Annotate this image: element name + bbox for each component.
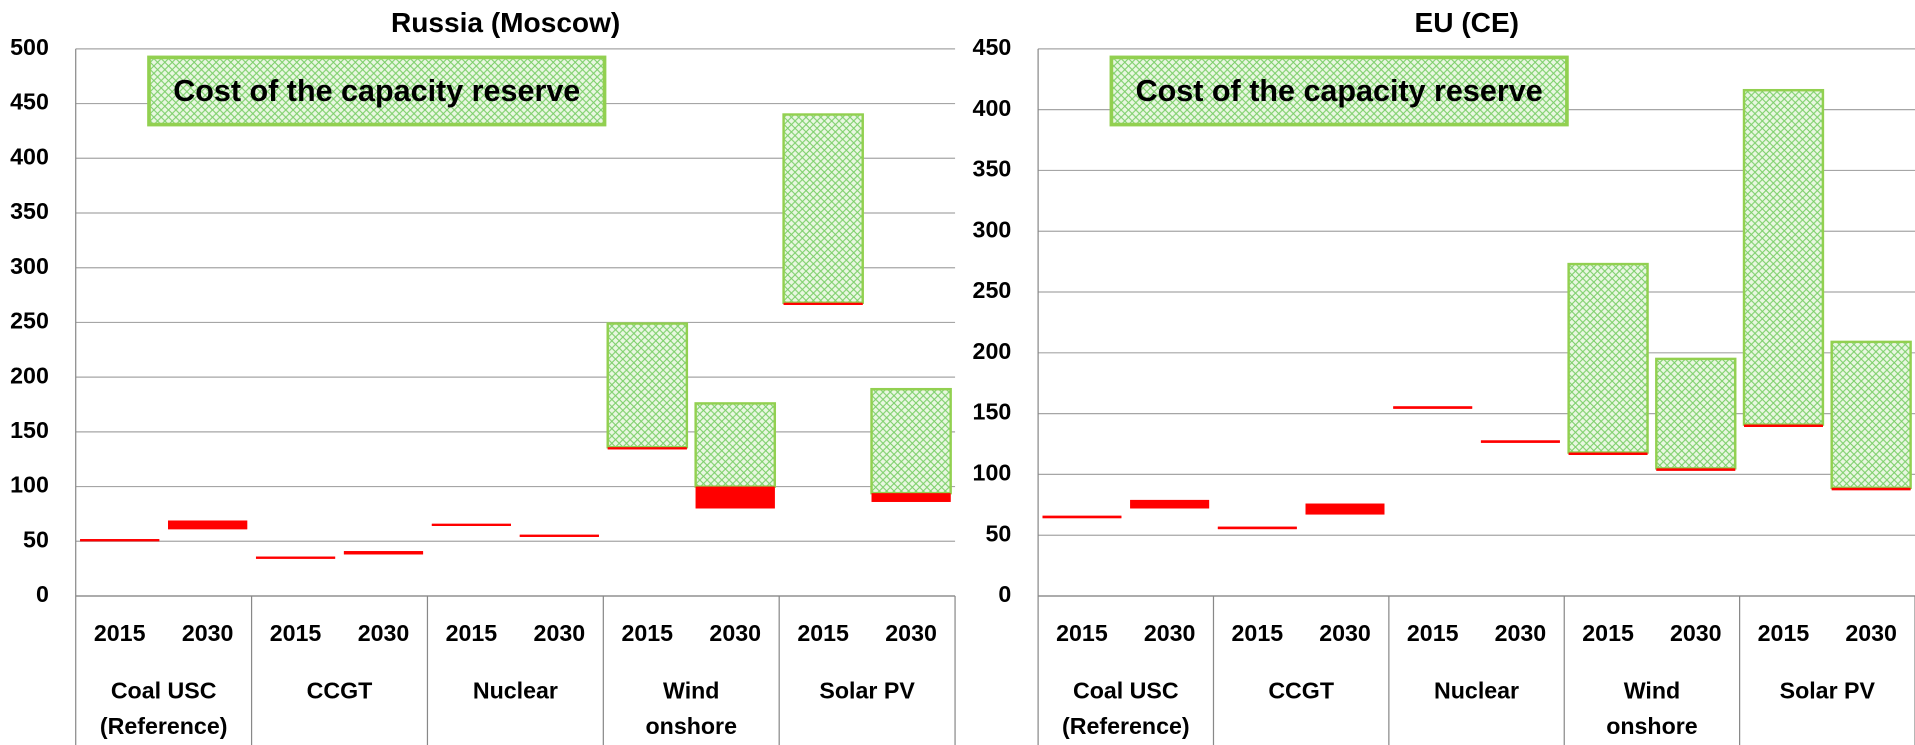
y-tick-label: 100 (973, 460, 1012, 486)
group-label: Nuclear (473, 678, 558, 704)
cost-bar-edge (519, 534, 599, 537)
y-tick-label: 250 (973, 277, 1012, 303)
annotation-box (1109, 55, 1569, 127)
group-label: Coal USC (111, 678, 217, 704)
cost-bar-edge (1480, 440, 1560, 443)
reserve-bar (870, 387, 952, 495)
y-tick-label: 0 (36, 581, 49, 607)
y-tick-label: 250 (10, 308, 49, 334)
cost-bar-edge (168, 520, 248, 530)
x-tick-label: 2030 (885, 620, 937, 646)
y-tick-label: 350 (10, 198, 49, 224)
y-tick-label: 400 (973, 95, 1012, 121)
y-tick-label: 150 (10, 417, 49, 443)
x-tick-label: 2030 (1845, 620, 1897, 646)
reserve-bar (1567, 262, 1649, 454)
annotation-box (147, 55, 607, 127)
chart-title: Russia (Moscow) (391, 7, 620, 38)
x-tick-label: 2030 (534, 620, 586, 646)
cost-bar-edge (1568, 452, 1648, 455)
cost-bar-edge (1130, 499, 1210, 509)
cost-bar-edge (1042, 515, 1122, 519)
cost-bar-edge (695, 486, 775, 509)
reserve-bar (1742, 88, 1825, 426)
group-label: Wind (663, 678, 719, 704)
x-tick-label: 2015 (621, 620, 673, 646)
y-tick-label: 450 (10, 89, 49, 115)
y-tick-label: 400 (10, 143, 49, 169)
y-tick-label: 50 (985, 520, 1011, 546)
group-label: CCGT (307, 678, 373, 704)
x-tick-label: 2030 (1495, 620, 1547, 646)
cost-bar-edge (431, 523, 511, 526)
group-label: Wind (1624, 678, 1680, 704)
cost-bar-edge (1831, 487, 1911, 491)
x-tick-label: 2030 (1670, 620, 1722, 646)
y-tick-label: 350 (973, 156, 1012, 182)
group-label: CCGT (1268, 678, 1334, 704)
cost-bar-edge (871, 493, 951, 502)
cost-bar-edge (1217, 526, 1297, 530)
x-tick-label: 2015 (1758, 620, 1810, 646)
group-label: Nuclear (1434, 678, 1519, 704)
group-label: onshore (1606, 713, 1698, 739)
y-tick-label: 300 (10, 253, 49, 279)
group-label: Solar PV (1780, 678, 1876, 704)
y-tick-label: 200 (10, 362, 49, 388)
reserve-bar (1830, 340, 1912, 490)
group-label: Solar PV (819, 678, 915, 704)
cost-bar-edge (343, 551, 424, 555)
cost-bar-edge (1305, 503, 1385, 515)
y-tick-label: 50 (23, 526, 49, 552)
reserve-bar (1655, 357, 1737, 470)
y-tick-label: 100 (10, 472, 49, 498)
x-tick-label: 2015 (1407, 620, 1459, 646)
group-label: onshore (646, 713, 738, 739)
group-label: Coal USC (1073, 678, 1179, 704)
cost-bar-edge (1744, 424, 1823, 427)
cost-bar-edge (80, 539, 160, 542)
reserve-bar (606, 322, 689, 449)
group-label: (Reference) (100, 713, 228, 739)
x-tick-label: 2030 (182, 620, 234, 646)
y-tick-label: 150 (973, 399, 1012, 425)
x-tick-label: 2030 (1144, 620, 1196, 646)
x-tick-label: 2015 (1232, 620, 1284, 646)
x-tick-label: 2015 (270, 620, 322, 646)
y-tick-label: 0 (998, 581, 1011, 607)
y-tick-label: 200 (973, 338, 1012, 364)
annotation: Cost of the capacity reserve (173, 74, 580, 108)
x-tick-label: 2015 (94, 620, 146, 646)
y-tick-label: 450 (973, 34, 1012, 60)
reserve-bar (782, 113, 864, 304)
x-tick-label: 2015 (797, 620, 849, 646)
cost-bar-edge (1393, 406, 1473, 409)
cost-bar-edge (1656, 468, 1736, 471)
y-tick-label: 300 (973, 216, 1012, 242)
cost-bar-edge (255, 556, 336, 559)
x-tick-label: 2015 (1582, 620, 1634, 646)
y-tick-label: 500 (10, 34, 49, 60)
chart-title: EU (CE) (1415, 7, 1520, 38)
group-label: (Reference) (1062, 713, 1190, 739)
x-tick-label: 2030 (358, 620, 410, 646)
x-tick-label: 2030 (709, 620, 761, 646)
x-tick-label: 2030 (1319, 620, 1371, 646)
cost-bar-edge (607, 447, 687, 450)
reserve-bar (694, 402, 777, 488)
annotation: Cost of the capacity reserve (1136, 74, 1543, 108)
x-tick-label: 2015 (446, 620, 498, 646)
cost-bar-edge (783, 302, 863, 305)
x-tick-label: 2015 (1056, 620, 1108, 646)
